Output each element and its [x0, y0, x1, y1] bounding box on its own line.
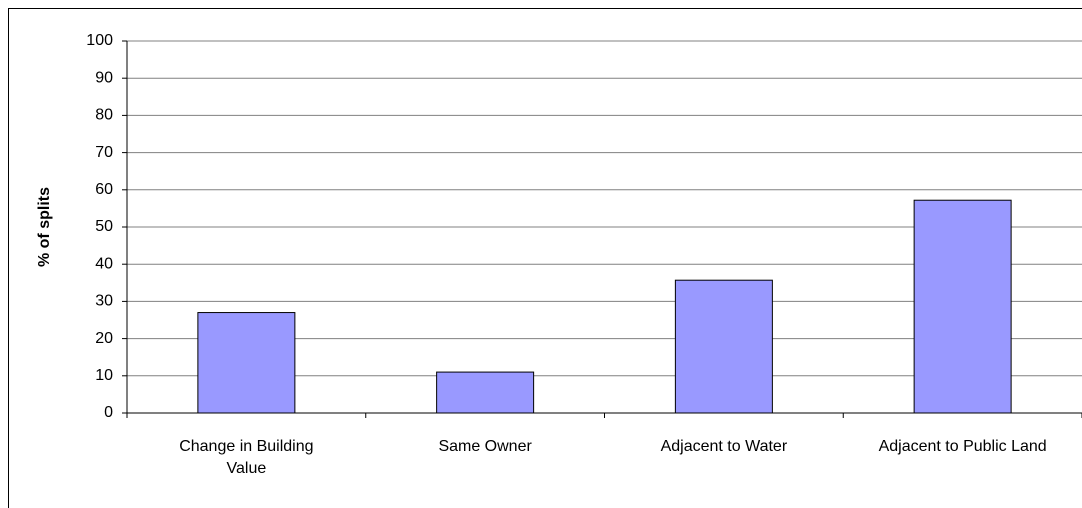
x-tick-label: Change in Building Value [179, 438, 314, 477]
y-tick-label: 50 [95, 218, 113, 235]
y-tick-label: 70 [95, 144, 113, 161]
y-tick-label: 60 [95, 181, 113, 198]
x-tick-label: Adjacent to Public Land [878, 438, 1047, 455]
bar [197, 312, 296, 414]
y-tick-label: 80 [95, 107, 113, 124]
y-tick-label: 20 [95, 330, 113, 347]
y-tick-label: 10 [95, 367, 113, 384]
y-tick-label: 0 [104, 404, 113, 421]
bar [913, 199, 1012, 414]
y-tick-label: 40 [95, 255, 113, 272]
y-tick-label: 30 [95, 293, 113, 310]
bar [674, 279, 773, 414]
y-axis-label: % of splits [36, 187, 53, 267]
x-tick-label: Same Owner [438, 438, 532, 455]
x-tick-label: Adjacent to Water [660, 438, 788, 455]
bar [436, 371, 535, 414]
chart-frame [8, 8, 1082, 508]
y-tick-label: 90 [95, 69, 113, 86]
y-tick-label: 100 [86, 32, 113, 49]
